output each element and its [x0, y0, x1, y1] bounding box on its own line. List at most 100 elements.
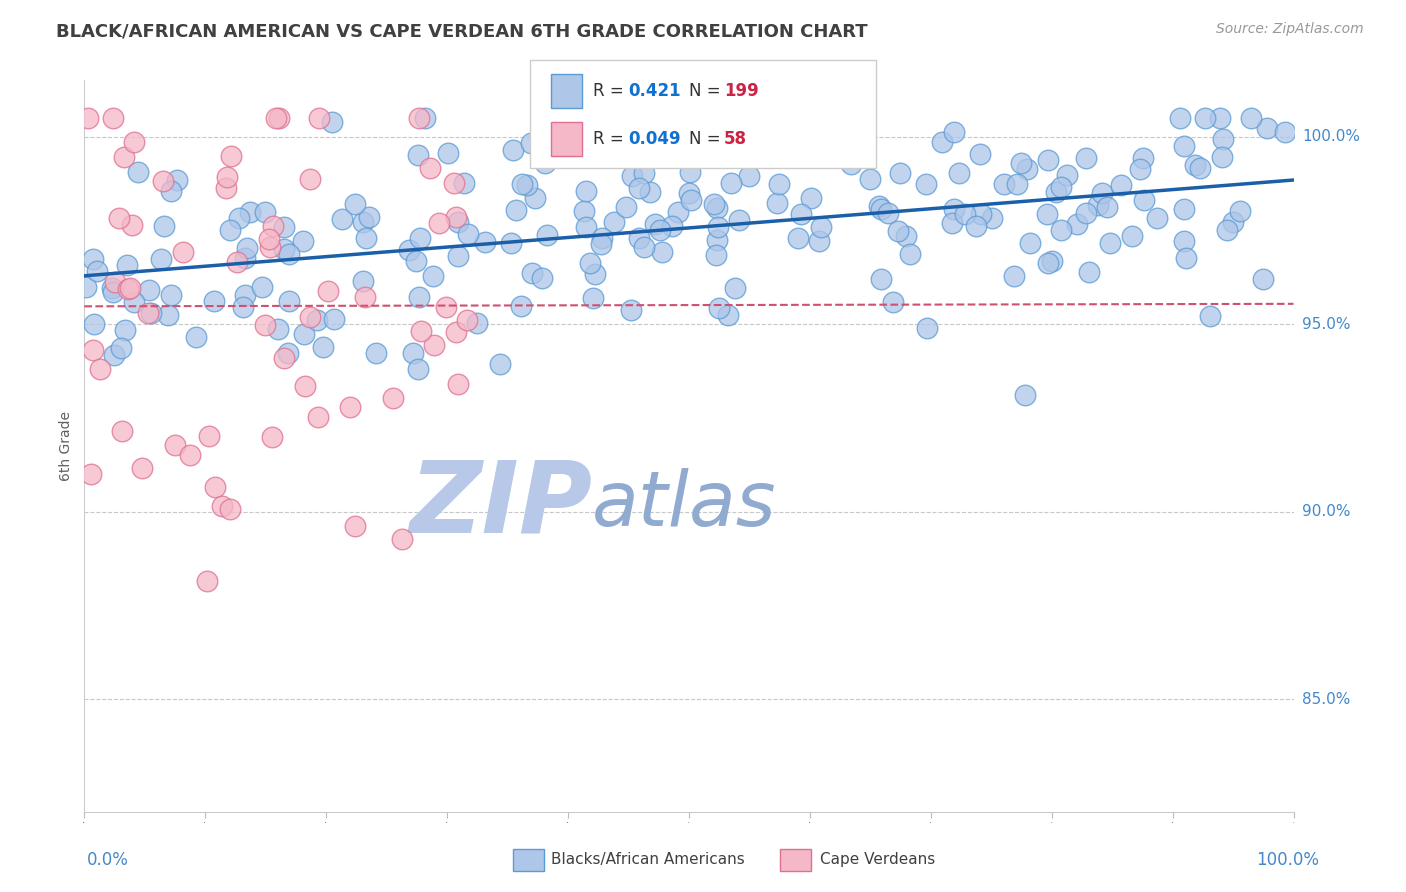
Point: [509, 300, 531, 314]
Point: [273, 219, 295, 234]
Text: BLACK/AFRICAN AMERICAN VS CAPE VERDEAN 6TH GRADE CORRELATION CHART: BLACK/AFRICAN AMERICAN VS CAPE VERDEAN 6…: [56, 22, 868, 40]
Point: [607, 145, 630, 160]
Point: [103, 285, 125, 299]
Point: [419, 161, 441, 176]
Point: [150, 252, 173, 266]
Point: [1017, 161, 1039, 176]
Point: [77, 111, 100, 125]
Point: [357, 210, 380, 224]
Point: [291, 234, 314, 248]
Point: [215, 181, 238, 195]
Point: [1173, 202, 1195, 217]
Point: [889, 166, 911, 180]
Point: [257, 232, 280, 246]
Point: [965, 219, 987, 233]
Point: [1253, 272, 1275, 286]
Point: [184, 330, 207, 344]
Point: [408, 361, 430, 376]
Point: [1036, 153, 1059, 168]
Point: [1229, 204, 1251, 219]
Point: [83, 317, 105, 331]
Point: [1170, 111, 1192, 125]
Text: 85.0%: 85.0%: [1302, 691, 1350, 706]
Point: [239, 205, 262, 219]
Point: [620, 302, 643, 317]
Point: [765, 196, 787, 211]
Point: [516, 178, 538, 192]
Point: [1050, 179, 1073, 194]
Point: [628, 231, 651, 245]
Point: [118, 281, 141, 295]
Point: [630, 151, 652, 165]
Point: [267, 322, 290, 336]
Point: [457, 227, 479, 241]
Point: [408, 290, 430, 304]
Point: [1174, 251, 1197, 265]
Point: [681, 193, 703, 207]
Point: [737, 150, 759, 164]
Point: [122, 294, 145, 309]
Point: [894, 228, 917, 243]
Point: [575, 220, 598, 235]
Point: [1005, 177, 1028, 191]
Text: 0.049: 0.049: [628, 130, 681, 148]
Point: [707, 301, 730, 315]
Point: [322, 312, 344, 326]
Point: [522, 266, 544, 280]
Point: [790, 207, 813, 221]
Point: [166, 173, 188, 187]
Point: [312, 340, 335, 354]
Point: [292, 327, 315, 342]
Point: [882, 294, 904, 309]
Point: [1146, 211, 1168, 225]
Point: [1087, 197, 1109, 211]
Point: [1173, 139, 1195, 153]
Point: [107, 211, 129, 226]
Point: [877, 206, 900, 220]
Text: N =: N =: [689, 130, 725, 148]
Point: [277, 247, 299, 261]
Point: [343, 519, 366, 533]
Point: [277, 346, 299, 360]
Text: R =: R =: [593, 130, 630, 148]
Point: [679, 164, 702, 178]
Point: [1211, 150, 1233, 164]
Point: [915, 321, 938, 335]
Point: [253, 318, 276, 333]
Point: [799, 191, 821, 205]
Point: [89, 362, 111, 376]
Point: [993, 177, 1015, 191]
Point: [810, 219, 832, 234]
Point: [406, 148, 429, 162]
Point: [136, 306, 159, 320]
Point: [215, 169, 238, 184]
Point: [1121, 228, 1143, 243]
Point: [262, 430, 284, 444]
Point: [111, 424, 134, 438]
Point: [728, 213, 751, 227]
Point: [259, 239, 281, 253]
Point: [252, 280, 274, 294]
Point: [446, 377, 468, 392]
Point: [405, 254, 427, 268]
Point: [619, 116, 641, 130]
Point: [444, 211, 467, 225]
Point: [648, 222, 671, 236]
Point: [409, 324, 432, 338]
Point: [703, 196, 725, 211]
Point: [117, 282, 139, 296]
Point: [859, 172, 882, 186]
Point: [219, 149, 242, 163]
Point: [235, 288, 257, 302]
Point: [633, 166, 655, 180]
Point: [117, 258, 139, 272]
Point: [1091, 186, 1114, 200]
Point: [886, 224, 908, 238]
Point: [1194, 111, 1216, 125]
Point: [1256, 120, 1278, 135]
Point: [501, 236, 523, 251]
Point: [352, 275, 374, 289]
Point: [179, 448, 201, 462]
Text: 199: 199: [724, 82, 759, 100]
Point: [262, 219, 284, 233]
